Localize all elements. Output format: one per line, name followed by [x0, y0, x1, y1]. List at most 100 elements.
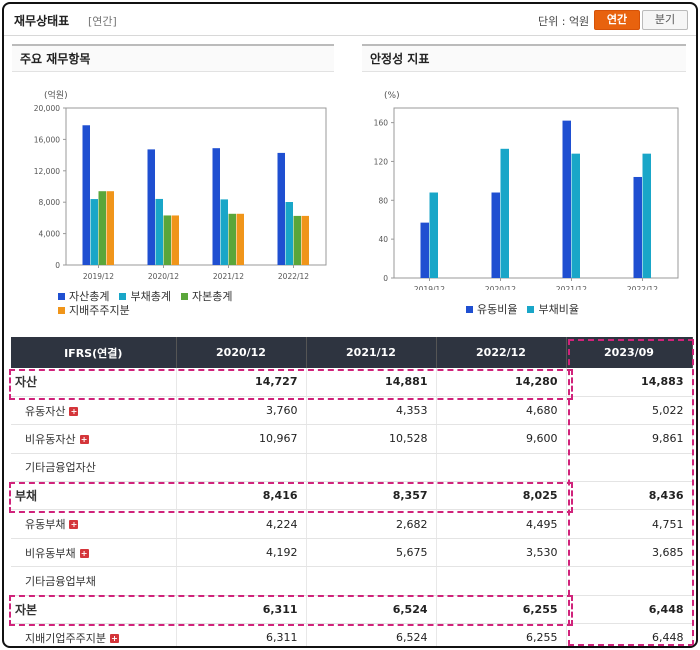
value-cell: 8,025: [436, 481, 567, 511]
y-tick-label: 0: [383, 274, 388, 283]
table-row: 비유동자산 +10,967 10,528 9,600 9,861: [11, 424, 693, 454]
value-cell: 6,311: [176, 623, 307, 646]
y-tick-label: 40: [378, 235, 388, 244]
x-tick-label: 2022/12: [627, 285, 658, 290]
row-label-cell: 자본: [11, 595, 177, 625]
legend-item: 유동비율: [466, 301, 517, 317]
bar-자산총계-2019/12: [82, 125, 90, 265]
table-row: 유동자산 +3,760 4,353 4,680 5,022: [11, 396, 693, 426]
table-row: 부채 8,416 8,357 8,025 8,436: [11, 481, 693, 511]
row-label: 비유동자산: [25, 432, 76, 446]
value-cell: 14,280: [436, 368, 567, 397]
expand-plus-icon[interactable]: +: [69, 520, 79, 530]
bar-부채비율-2022/12: [642, 153, 651, 278]
bar-자산총계-2022/12: [277, 152, 285, 265]
x-tick-label: 2021/12: [213, 272, 244, 281]
row-label: 유동부채: [25, 518, 66, 532]
y-tick-label: 4,000: [39, 230, 61, 239]
table-header-cell: 2022/12: [436, 337, 567, 368]
value-cell: 6,255: [436, 595, 567, 625]
bar-자본총계-2022/12: [293, 215, 301, 265]
quarter-toggle-button[interactable]: 분기: [642, 10, 688, 30]
table-row: 기타금융업부채: [11, 566, 693, 596]
plot-frame: [65, 107, 327, 266]
value-cell: [566, 453, 693, 483]
table-row: 자산 14,727 14,881 14,280 14,883: [11, 368, 693, 397]
expand-plus-icon[interactable]: +: [109, 633, 119, 643]
row-label: 부채: [15, 489, 38, 504]
row-label-cell: 비유동부채 +: [11, 538, 177, 568]
row-label-cell: 부채: [11, 481, 177, 511]
annual-toggle-button[interactable]: 연간: [594, 10, 640, 30]
value-cell: 14,881: [306, 368, 437, 397]
expand-plus-icon[interactable]: +: [79, 434, 89, 444]
row-label: 비유동부채: [25, 546, 76, 560]
value-cell: 4,680: [436, 396, 567, 426]
value-cell: 5,675: [306, 538, 437, 568]
legend-swatch: [466, 306, 473, 313]
legend-label: 부채비율: [538, 303, 579, 316]
table-header-cell: 2023/09: [566, 337, 693, 368]
legend-swatch: [180, 293, 188, 300]
bar-지배주주지분-2022/12: [301, 215, 309, 265]
bar-지배주주지분-2020/12: [171, 215, 179, 265]
table-row: 유동부채 +4,224 2,682 4,495 4,751: [11, 509, 693, 539]
page-title: 재무상태표: [14, 14, 70, 28]
bar-유동비율-2019/12: [420, 222, 429, 278]
table-header-cell: 2020/12: [176, 337, 307, 368]
legend-label: 자산총계: [69, 290, 110, 303]
value-cell: 6,448: [566, 595, 693, 625]
row-label: 지배기업주주지분: [25, 631, 106, 645]
legend-label: 부채총계: [130, 290, 171, 303]
legend-label: 지배주주지분: [69, 304, 130, 317]
legend-item: 부채비율: [527, 301, 579, 317]
value-cell: 8,416: [176, 481, 307, 511]
y-tick-label: 0: [55, 261, 60, 270]
row-label: 자본: [15, 602, 38, 617]
key-items-bar-chart: (억원) 0 4,000 8,000 12,000 16,000 20,000 2019/12…: [34, 89, 327, 281]
table-row: 비유동부채 +4,192 5,675 3,530 3,685: [11, 538, 693, 568]
expand-plus-icon[interactable]: +: [69, 406, 79, 416]
y-axis-unit-label: (억원): [44, 89, 68, 101]
value-cell: [176, 453, 307, 483]
y-tick-label: 160: [374, 119, 389, 128]
x-tick-label: 2019/12: [414, 285, 445, 290]
row-label-cell: 기타금융업부채: [11, 566, 177, 596]
value-cell: 10,967: [176, 424, 307, 454]
value-cell: 6,524: [306, 623, 437, 646]
value-cell: 10,528: [306, 424, 437, 454]
y-tick-label: 8,000: [39, 198, 61, 207]
bar-부채총계-2019/12: [90, 199, 98, 265]
expand-plus-icon[interactable]: +: [79, 548, 89, 558]
bar-지배주주지분-2021/12: [236, 213, 244, 265]
legend-swatch: [527, 306, 535, 313]
value-cell: 9,600: [436, 424, 567, 454]
bar-부채비율-2020/12: [500, 148, 509, 278]
value-cell: 6,311: [176, 595, 307, 625]
value-cell: 9,861: [566, 424, 693, 454]
value-cell: 3,530: [436, 538, 567, 568]
stability-chart-title: 안정성 지표: [362, 44, 686, 72]
row-label: 기타금융업자산: [25, 461, 96, 475]
value-cell: [306, 453, 437, 483]
stability-bar-chart: (%) 0 40 80 120 160 2019/12 2020/12 2021/12 2022/…: [374, 91, 679, 290]
y-tick-label: 12,000: [34, 167, 60, 176]
x-tick-label: 2021/12: [556, 285, 587, 290]
row-label: 자산: [15, 375, 38, 390]
value-cell: [566, 566, 693, 596]
value-cell: [436, 453, 567, 483]
legend-item: 부채총계: [119, 290, 171, 304]
bar-자본총계-2019/12: [98, 191, 106, 265]
key-items-legend: 자산총계 부채총계 자본총계지배주주지분: [58, 290, 318, 318]
bar-부채총계-2022/12: [285, 202, 293, 265]
y-tick-label: 80: [378, 196, 388, 205]
y-axis-unit-label: (%): [384, 91, 400, 101]
row-label-cell: 지배기업주주지분 +: [11, 623, 177, 646]
value-cell: 4,751: [566, 509, 693, 539]
y-tick-label: 120: [374, 157, 389, 166]
legend-swatch: [58, 307, 65, 314]
value-cell: 5,022: [566, 396, 693, 426]
value-cell: 4,192: [176, 538, 307, 568]
bar-자본총계-2021/12: [228, 213, 236, 265]
